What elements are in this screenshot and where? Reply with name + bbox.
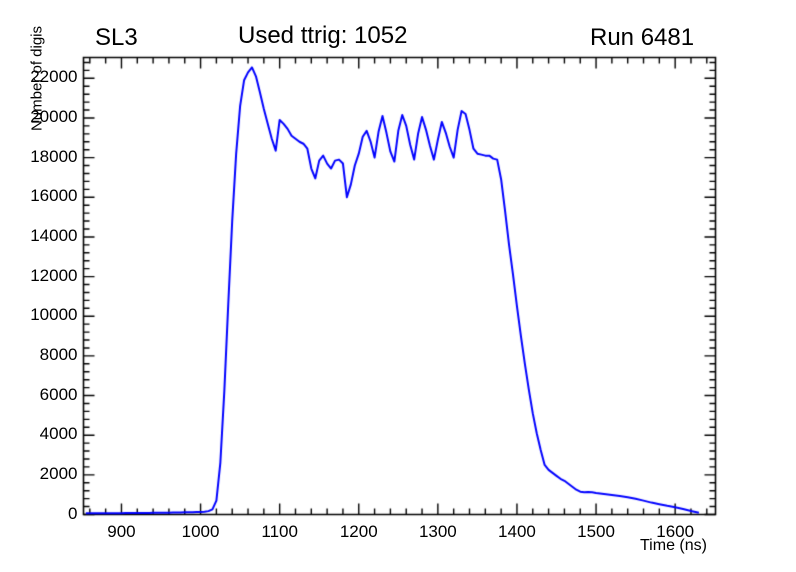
histogram-plot-canvas <box>0 0 796 572</box>
